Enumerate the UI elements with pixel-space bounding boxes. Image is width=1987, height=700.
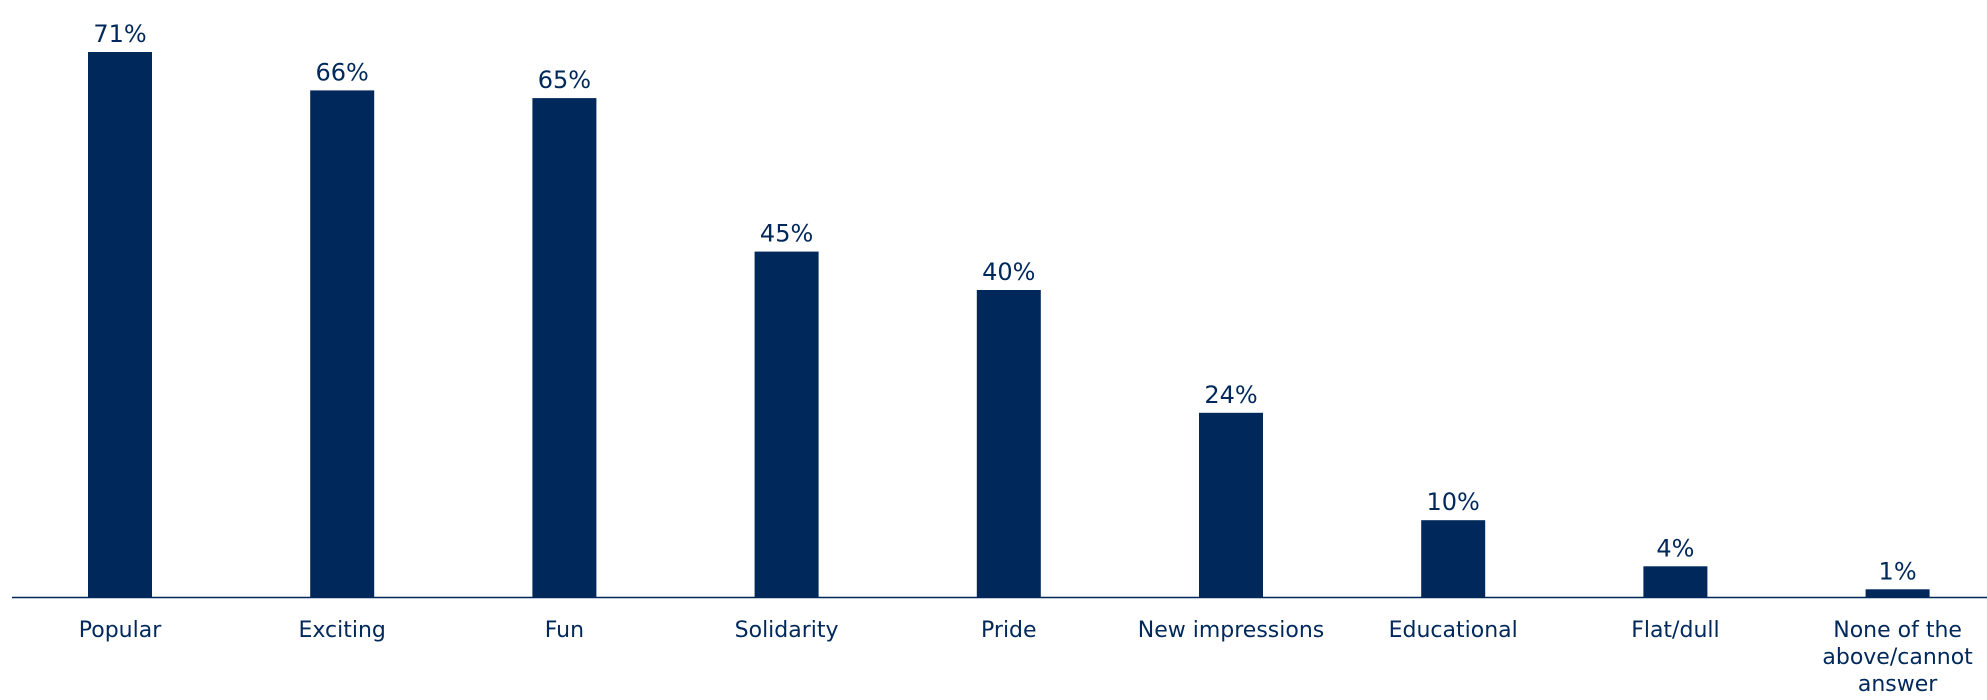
category-label-line: None of the [1833, 618, 1962, 643]
bars-group [88, 52, 1930, 598]
category-label: Fun [545, 618, 584, 643]
category-label-line: Solidarity [735, 618, 839, 643]
bar [1199, 412, 1263, 597]
category-label: None of the above/cannot answer [1822, 618, 1973, 697]
value-label: 40% [982, 258, 1035, 286]
value-labels-group: 71% 66% 65% 45% 40% 24% 10% 4% 1% [93, 20, 1916, 585]
category-label-line: above/cannot [1822, 645, 1973, 670]
category-label-line: Exciting [299, 618, 386, 643]
category-label: Pride [981, 618, 1037, 643]
bar [1643, 566, 1708, 597]
category-label-line: Popular [79, 618, 162, 643]
bar [310, 90, 375, 598]
category-label-line: New impressions [1138, 618, 1324, 643]
value-label: 24% [1204, 381, 1257, 409]
value-label: 66% [316, 58, 369, 86]
category-label-line: Flat/dull [1631, 618, 1719, 643]
bar [754, 251, 819, 597]
value-label: 71% [93, 20, 146, 48]
category-label: Flat/dull [1631, 618, 1719, 643]
category-label: Popular [79, 618, 162, 643]
bar [532, 98, 597, 597]
category-label-line: Fun [545, 618, 584, 643]
category-label-line: Educational [1389, 618, 1518, 643]
bar [976, 290, 1041, 597]
value-label: 1% [1879, 557, 1917, 585]
bar [88, 52, 152, 597]
category-label: New impressions [1138, 618, 1324, 643]
value-label: 45% [760, 220, 813, 248]
category-label: Solidarity [735, 618, 839, 643]
category-label: Exciting [299, 618, 386, 643]
category-labels-group: Popular Exciting Fun Solidarity Pride New imp… [79, 618, 1973, 697]
value-label: 10% [1427, 488, 1480, 516]
bar [1865, 589, 1930, 597]
category-label: Educational [1389, 618, 1518, 643]
category-label-line: answer [1858, 672, 1938, 697]
bar [1421, 520, 1486, 597]
value-label: 4% [1656, 534, 1694, 562]
category-label-line: Pride [981, 618, 1037, 643]
value-label: 65% [538, 66, 591, 94]
